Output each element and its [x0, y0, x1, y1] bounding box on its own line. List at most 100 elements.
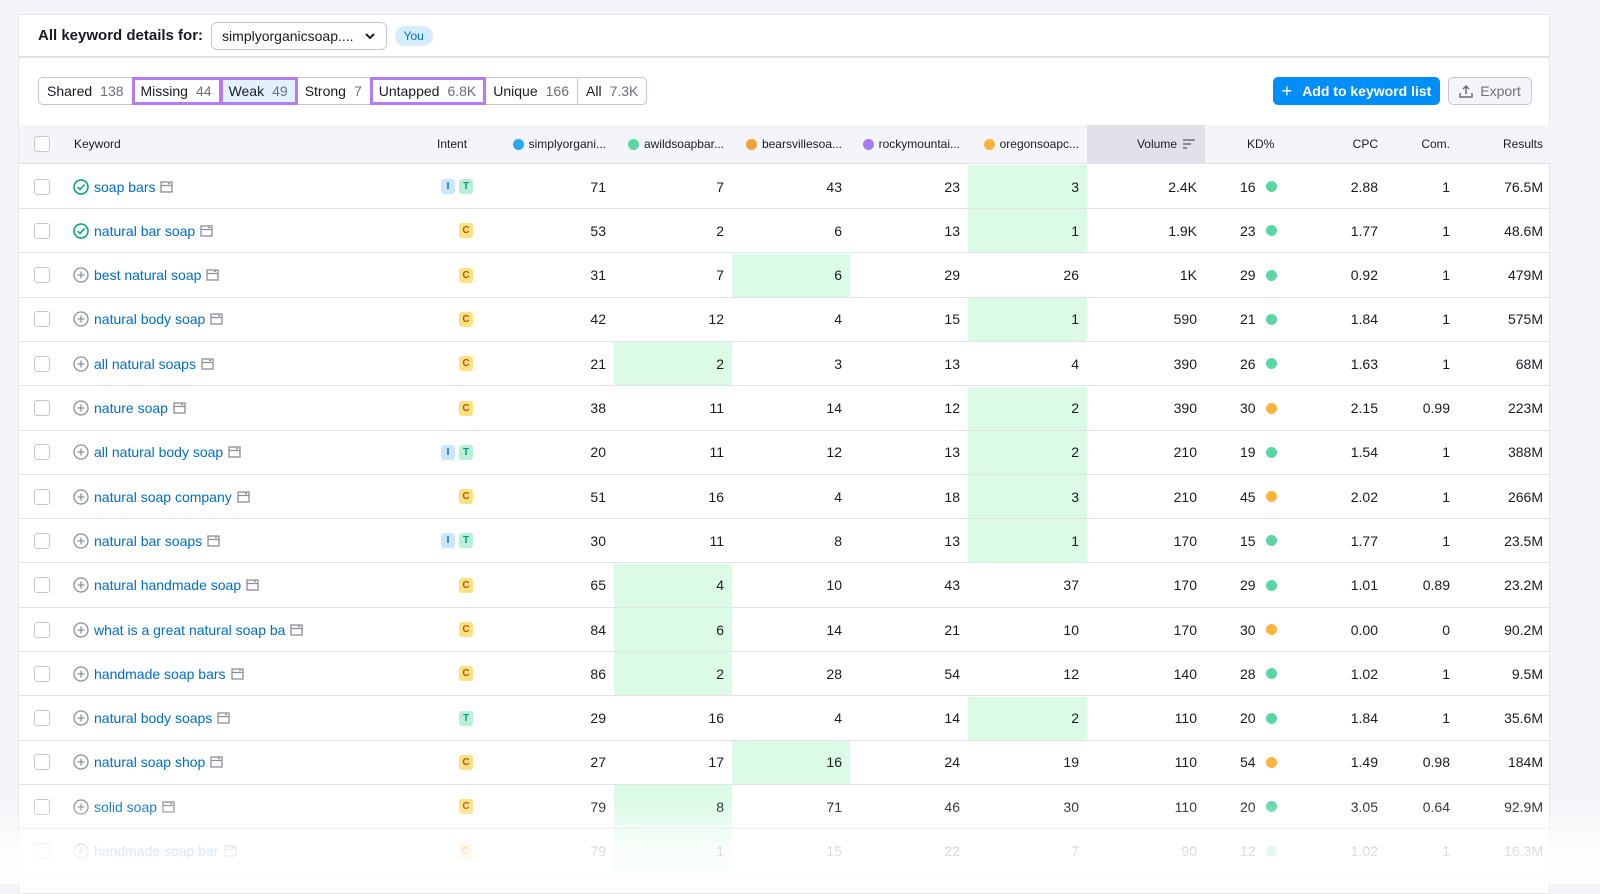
add-circle-icon[interactable] — [73, 754, 89, 771]
competitor-position: 7 — [716, 267, 724, 284]
keyword-cell: what is a great natural soap ba — [73, 608, 304, 651]
tab-missing[interactable]: Missing 44 — [131, 77, 222, 105]
keyword-link[interactable]: natural soap shop — [94, 754, 206, 771]
serp-features-icon[interactable] — [160, 180, 174, 193]
serp-features-icon[interactable] — [207, 535, 220, 547]
kd-value: 45 — [1240, 488, 1256, 505]
row-checkbox[interactable] — [34, 532, 50, 549]
serp-features-icon[interactable] — [237, 490, 250, 503]
keyword-link[interactable]: all natural soaps — [94, 355, 196, 372]
row-checkbox[interactable] — [34, 178, 50, 195]
kd-cell: 21 — [1240, 298, 1277, 341]
serp-features-icon[interactable] — [206, 269, 220, 281]
keyword-link[interactable]: natural bar soaps — [94, 532, 203, 549]
add-circle-icon[interactable] — [73, 267, 89, 283]
tab-all[interactable]: All 7.3K — [578, 78, 646, 104]
col-volume[interactable]: Volume — [1087, 125, 1205, 163]
row-checkbox[interactable] — [34, 577, 50, 594]
tab-unique[interactable]: Unique 166 — [485, 78, 578, 104]
select-all-checkbox[interactable] — [34, 136, 50, 152]
col-competitor[interactable]: oregonsoapc... — [968, 125, 1079, 163]
serp-features-icon[interactable] — [173, 402, 186, 414]
keyword-link[interactable]: natural soap company — [94, 488, 232, 505]
keyword-link[interactable]: best natural soap — [94, 267, 202, 284]
col-competitor[interactable]: bearsvillesoa... — [732, 125, 842, 163]
col-competitor[interactable]: simplyorgani... — [496, 125, 606, 163]
keyword-link[interactable]: handmade soap bars — [94, 665, 226, 682]
add-circle-icon[interactable] — [73, 577, 89, 593]
domain-select[interactable]: simplyorganicsoap.... — [211, 21, 387, 50]
serp-features-icon[interactable] — [210, 756, 223, 769]
keyword-link[interactable]: natural handmade soap — [94, 577, 242, 594]
add-circle-icon[interactable] — [73, 356, 89, 372]
add-circle-icon[interactable] — [73, 710, 89, 726]
competitor-name: bearsvillesoa... — [761, 137, 842, 151]
add-circle-icon[interactable] — [73, 533, 89, 549]
serp-features-icon[interactable] — [228, 446, 241, 458]
results-cell: 575M — [1507, 311, 1543, 328]
row-checkbox[interactable] — [34, 754, 50, 771]
row-checkbox[interactable] — [34, 621, 50, 638]
tab-count: 166 — [545, 83, 569, 99]
row-checkbox[interactable] — [34, 400, 50, 416]
keyword-cell: natural soap company — [73, 475, 250, 518]
volume-cell: 1K — [1179, 267, 1197, 284]
serp-features-icon[interactable] — [217, 712, 230, 724]
keyword-link[interactable]: what is a great natural soap ba — [94, 621, 286, 638]
keyword-link[interactable]: natural bar soap — [94, 222, 196, 239]
competitor-position: 28 — [826, 665, 842, 682]
com-cell: 1 — [1442, 488, 1450, 505]
col-com[interactable]: Com. — [1421, 137, 1450, 151]
table-row: natural body soap C 42 12 4 15 1 590 21 1.84 1… — [19, 297, 1551, 342]
row-checkbox[interactable] — [34, 665, 50, 682]
keyword-link[interactable]: nature soap — [94, 400, 168, 416]
com-cell: 1 — [1442, 178, 1450, 195]
serp-features-icon[interactable] — [290, 623, 304, 636]
add-circle-icon[interactable] — [73, 400, 89, 416]
serp-features-icon[interactable] — [246, 579, 259, 591]
export-button[interactable]: Export — [1448, 77, 1532, 105]
col-keyword[interactable]: Keyword — [74, 137, 121, 151]
com-cell: 0.98 — [1422, 754, 1450, 771]
tab-untapped[interactable]: Untapped 6.8K — [369, 77, 487, 105]
row-checkbox[interactable] — [34, 355, 50, 372]
col-cpc[interactable]: CPC — [1352, 137, 1378, 151]
intent-cell: T — [419, 697, 473, 740]
intent-badge: I — [441, 179, 455, 194]
row-checkbox[interactable] — [34, 488, 50, 505]
tab-weak[interactable]: Weak 49 — [219, 77, 298, 105]
tab-shared[interactable]: Shared 138 — [39, 78, 133, 104]
serp-features-icon[interactable] — [201, 358, 214, 370]
add-circle-icon[interactable] — [73, 444, 89, 460]
serp-features-icon[interactable] — [210, 313, 223, 326]
add-to-keyword-list-button[interactable]: + Add to keyword list — [1273, 77, 1440, 105]
keyword-link[interactable]: all natural body soap — [94, 444, 224, 461]
add-circle-icon[interactable] — [73, 311, 89, 328]
col-competitor[interactable]: awildsoapbar... — [614, 125, 724, 163]
tab-strong[interactable]: Strong 7 — [297, 78, 371, 104]
keyword-link[interactable]: natural body soaps — [94, 710, 213, 727]
keyword-link[interactable]: soap bars — [94, 178, 156, 195]
add-circle-icon[interactable] — [73, 666, 89, 682]
row-checkbox[interactable] — [34, 710, 50, 727]
col-kd[interactable]: KD% — [1247, 137, 1275, 151]
serp-features-icon[interactable] — [230, 668, 244, 680]
intent-cell: C — [419, 387, 473, 430]
row-checkbox[interactable] — [34, 222, 50, 239]
col-results[interactable]: Results — [1502, 137, 1543, 151]
table-header: Keyword Intent simplyorgani... awildsoapba… — [19, 125, 1551, 164]
col-competitor[interactable]: rockymountai... — [850, 125, 960, 163]
check-circle-icon — [73, 178, 89, 195]
row-checkbox[interactable] — [34, 311, 50, 328]
serp-features-icon[interactable] — [200, 225, 213, 237]
volume-cell: 110 — [1174, 754, 1197, 771]
keyword-link[interactable]: natural body soap — [94, 311, 206, 328]
competitor-position: 16 — [708, 710, 724, 727]
add-circle-icon[interactable] — [73, 621, 89, 638]
row-checkbox[interactable] — [34, 444, 50, 461]
keyword-cell: natural body soaps — [73, 697, 230, 740]
add-circle-icon[interactable] — [73, 488, 89, 505]
col-intent[interactable]: Intent — [437, 137, 468, 151]
cpc-cell: 1.02 — [1350, 665, 1378, 682]
row-checkbox[interactable] — [34, 267, 50, 284]
